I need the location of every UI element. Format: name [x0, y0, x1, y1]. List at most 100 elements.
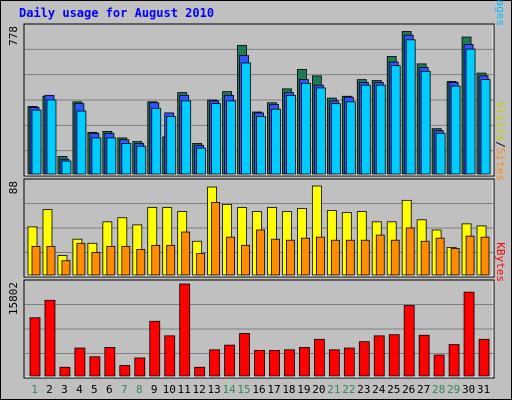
- kbytes-bar: [104, 347, 116, 377]
- pages-bar: [420, 70, 431, 175]
- top-ymax-label: 778: [7, 26, 20, 46]
- x-tick-label: 19: [297, 383, 310, 396]
- sites-bar: [136, 249, 146, 276]
- kbytes-bar: [284, 349, 295, 377]
- pages-bar: [211, 103, 222, 175]
- x-tick-label: 28: [432, 383, 445, 396]
- kbytes-bar: [373, 335, 385, 377]
- mid-legend: Visits/Sites: [494, 102, 507, 182]
- kbytes-bar: [29, 317, 41, 377]
- bot-ymax-label: 15802: [7, 282, 20, 315]
- kbytes-bar: [44, 299, 56, 377]
- pages-bar: [405, 39, 416, 175]
- pages-bar: [151, 107, 162, 175]
- sites-bar: [151, 244, 161, 276]
- kbytes-bar: [403, 305, 415, 377]
- x-tick-label: 3: [61, 383, 68, 396]
- pages-bar: [106, 137, 117, 175]
- bot-legend: KBytes: [494, 242, 507, 282]
- sites-bar: [31, 245, 41, 276]
- pages-bar: [31, 109, 42, 175]
- x-tick-label: 27: [417, 383, 430, 396]
- kbytes-bar: [59, 366, 71, 377]
- bot-legend-part: KBytes: [494, 242, 507, 282]
- sites-bar: [345, 239, 355, 276]
- x-tick-label: 2: [46, 383, 53, 396]
- pages-bar: [166, 116, 177, 175]
- pages-bar: [286, 94, 296, 175]
- x-tick-label: 18: [282, 383, 295, 396]
- sites-bar: [256, 229, 265, 276]
- sites-bar: [420, 240, 430, 276]
- sites-bar: [450, 248, 460, 276]
- kbytes-bar: [358, 341, 370, 377]
- x-tick-label: 5: [91, 383, 98, 396]
- sites-bar: [315, 236, 325, 276]
- pages-bar: [76, 110, 87, 175]
- pages-bar: [345, 101, 356, 175]
- sites-bar: [181, 231, 191, 276]
- x-tick-label: 7: [121, 383, 128, 396]
- kbytes-bar: [89, 356, 101, 377]
- kbytes-bar: [254, 349, 265, 377]
- x-tick-label: 8: [136, 383, 143, 396]
- x-tick-label: 20: [312, 383, 325, 396]
- sites-bar: [241, 244, 250, 276]
- x-tick-label: 30: [462, 383, 475, 396]
- pages-bar: [480, 79, 491, 175]
- pages-bar: [46, 99, 57, 175]
- kbytes-bar: [418, 334, 430, 377]
- sites-bar: [286, 239, 295, 276]
- pages-bar: [465, 48, 476, 175]
- kbytes-bar: [194, 366, 206, 377]
- pages-bar: [450, 85, 461, 175]
- x-tick-label: 14: [222, 383, 236, 396]
- pages-bar: [136, 145, 147, 175]
- pages-bar: [256, 116, 266, 175]
- kbytes-bar: [74, 347, 86, 377]
- kbytes-bar: [179, 283, 191, 377]
- sites-bar: [226, 236, 235, 276]
- pages-bar: [360, 84, 371, 175]
- sites-bar: [91, 252, 101, 276]
- kbytes-bar: [149, 320, 161, 377]
- sites-bar: [76, 242, 86, 276]
- sites-bar: [360, 239, 370, 276]
- pages-bar: [301, 82, 311, 175]
- sites-bar: [46, 245, 56, 276]
- pages-bar: [61, 160, 72, 175]
- sites-bar: [465, 235, 475, 276]
- x-tick-label: 6: [106, 383, 113, 396]
- sites-bar: [211, 201, 221, 276]
- sites-bar: [196, 253, 206, 276]
- sites-bar: [390, 239, 400, 276]
- pages-bar: [121, 143, 132, 175]
- kbytes-bar: [388, 334, 400, 377]
- x-tick-label: 13: [207, 383, 220, 396]
- pages-bar: [330, 103, 341, 175]
- top-legend-part: Pages: [494, 0, 507, 26]
- pages-bar: [390, 65, 401, 175]
- x-tick-label: 24: [372, 383, 386, 396]
- pages-bar: [226, 100, 236, 175]
- kbytes-bar: [209, 349, 221, 377]
- x-tick-label: 25: [387, 383, 400, 396]
- pages-bar: [91, 137, 102, 175]
- top-legend: Hits/Files/Pages: [494, 0, 507, 26]
- kbytes-bar: [299, 347, 310, 377]
- kbytes-bar: [328, 349, 340, 377]
- x-tick-label: 29: [447, 383, 460, 396]
- x-tick-label: 4: [76, 383, 83, 396]
- sites-bar: [301, 237, 310, 276]
- mid-ymax-label: 88: [7, 181, 20, 194]
- x-tick-label: 17: [267, 383, 280, 396]
- mid-legend-part: Visits: [494, 102, 507, 142]
- mid-legend-part: Sites: [494, 148, 507, 181]
- sites-bar: [121, 245, 131, 276]
- x-tick-label: 21: [327, 383, 340, 396]
- kbytes-bar: [478, 338, 490, 377]
- x-tick-label: 1: [31, 383, 38, 396]
- kbytes-bar: [433, 354, 445, 377]
- pages-bar: [196, 147, 207, 175]
- sites-bar: [106, 245, 116, 276]
